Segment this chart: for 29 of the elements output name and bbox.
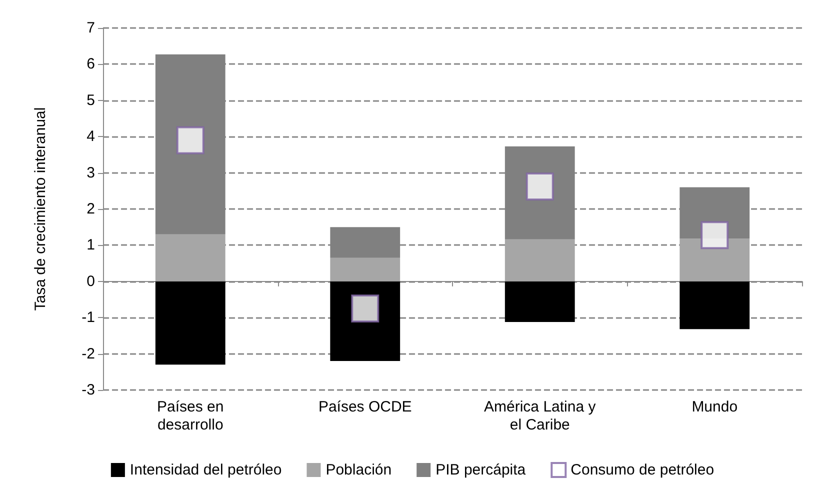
x-tick-label: Países OCDE <box>318 398 412 416</box>
point <box>700 221 729 250</box>
x-tick-label: América Latina y el Caribe <box>484 398 596 434</box>
x-tick-label: Países en desarrollo <box>157 398 224 434</box>
y-tick-label: 1 <box>86 236 95 254</box>
x-tick-label: Mundo <box>692 398 738 416</box>
bar <box>330 258 400 282</box>
legend-label: Consumo de petróleo <box>570 462 714 478</box>
y-tick-label: 6 <box>86 56 95 73</box>
y-tick-label: 0 <box>86 272 95 290</box>
y-tick-label: -1 <box>82 309 95 326</box>
y-tick-label: 5 <box>86 92 95 109</box>
bar <box>504 239 575 282</box>
y-tick-label: 2 <box>86 200 95 218</box>
bar <box>155 234 226 282</box>
bar <box>680 238 750 282</box>
legend-label: Intensidad del petróleo <box>130 462 282 478</box>
y-tick-label: -3 <box>82 382 95 398</box>
legend-label: PIB percápita <box>436 462 526 478</box>
y-tick-label: 7 <box>86 20 95 36</box>
y-axis-title: Tasa de crecimiento interanual <box>32 107 49 311</box>
bar <box>155 281 226 365</box>
bar <box>680 281 750 330</box>
bar <box>504 281 575 322</box>
point <box>176 126 204 154</box>
y-tick-label: 4 <box>86 128 95 146</box>
y-tick-label: 3 <box>86 164 95 182</box>
legend-label: Población <box>326 462 392 478</box>
y-tick-label: -2 <box>82 345 95 362</box>
